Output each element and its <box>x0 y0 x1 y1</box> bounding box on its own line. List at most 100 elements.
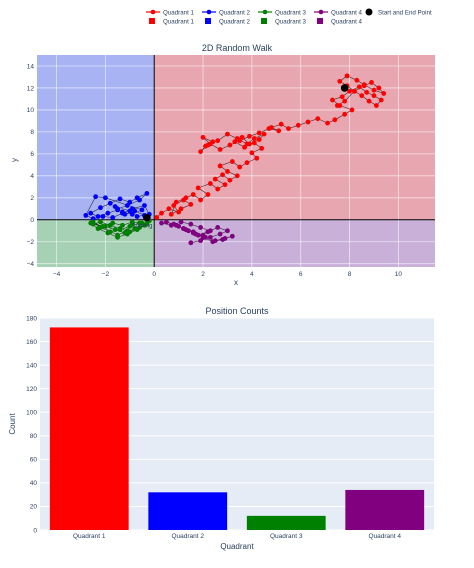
walk-point <box>171 203 177 208</box>
walk-point <box>112 227 118 233</box>
walk-point <box>217 231 223 237</box>
walk-point <box>95 214 101 219</box>
walk-point <box>127 208 133 214</box>
legend-swatch <box>261 18 267 24</box>
walk-point <box>124 203 130 208</box>
walk-point <box>373 103 379 108</box>
legend-item[interactable]: Quadrant 1 <box>146 10 195 17</box>
legend-label: Quadrant 4 <box>331 19 363 26</box>
legend-item[interactable]: Quadrant 3 <box>261 18 307 26</box>
x-tick-label: 0 <box>152 271 156 278</box>
walk-point <box>222 182 228 188</box>
bar <box>49 327 129 530</box>
walk-point <box>234 173 240 179</box>
walk-point <box>124 228 130 234</box>
bar <box>148 492 228 530</box>
walk-point <box>352 88 357 94</box>
walk-point <box>369 80 374 85</box>
walk-point <box>173 199 179 205</box>
legend-item[interactable]: Quadrant 1 <box>149 18 195 26</box>
legend-item[interactable]: Start and End Point <box>365 8 432 17</box>
walk-point <box>198 197 203 203</box>
chart-title: Position Counts <box>205 306 269 316</box>
walk-point <box>315 116 321 122</box>
walk-point <box>366 98 372 104</box>
walk-point <box>232 139 238 145</box>
walk-point <box>142 222 147 228</box>
walk-point <box>361 82 367 88</box>
walk-point <box>286 126 291 131</box>
walk-point <box>354 77 360 83</box>
walk-point <box>190 230 196 236</box>
walk-point <box>102 223 108 229</box>
x-tick-label: 8 <box>348 271 352 278</box>
walk-point <box>332 117 338 123</box>
legend-swatch <box>205 18 211 24</box>
legend-label: Quadrant 3 <box>275 10 307 17</box>
walk-point <box>98 205 103 211</box>
walk-point <box>259 145 265 151</box>
y-tick-label: 4 <box>30 173 34 180</box>
walk-point <box>102 195 108 201</box>
y-tick-label: 12 <box>27 85 35 92</box>
walk-point <box>198 149 203 155</box>
walk-point <box>117 227 123 233</box>
walk-point <box>217 147 223 152</box>
y-tick-label: 100 <box>26 410 37 417</box>
legend-item[interactable]: Quadrant 4 <box>317 18 363 26</box>
bar <box>246 515 326 530</box>
walk-point <box>183 195 189 201</box>
walk-point <box>337 78 343 84</box>
x-tick-label: −4 <box>53 271 61 278</box>
walk-point <box>188 221 194 227</box>
legend-item[interactable]: Quadrant 2 <box>202 10 251 17</box>
walk-point <box>356 84 362 90</box>
walk-point <box>176 223 182 229</box>
walk-point <box>325 120 330 126</box>
legend-item[interactable]: Quadrant 2 <box>205 18 251 26</box>
walk-point <box>154 215 160 220</box>
legend-item[interactable]: Quadrant 4 <box>314 10 363 17</box>
walk-point <box>251 136 257 141</box>
legend-item[interactable]: Quadrant 3 <box>258 10 307 17</box>
walk-point <box>342 98 348 104</box>
walk-point <box>229 233 235 239</box>
walk-point <box>205 192 211 197</box>
legend-label: Quadrant 2 <box>219 19 251 26</box>
walk-point <box>171 221 177 227</box>
y-tick-label: −4 <box>27 261 35 268</box>
walk-point <box>144 191 150 196</box>
walk-point <box>239 134 245 140</box>
walk-point <box>168 211 174 217</box>
walk-point <box>90 216 96 222</box>
walk-point <box>247 133 252 139</box>
x-tick-label: 10 <box>395 271 403 278</box>
walk-point <box>205 229 211 235</box>
walk-point <box>278 121 284 127</box>
legend-label: Quadrant 1 <box>163 19 195 26</box>
y-tick-label: 180 <box>26 315 37 322</box>
walk-point <box>164 219 169 225</box>
walk-point <box>159 220 164 226</box>
walk-point <box>176 209 182 215</box>
walk-point <box>132 226 138 231</box>
walk-point <box>295 122 301 128</box>
y-tick-label: 140 <box>26 362 37 369</box>
legend[interactable]: Quadrant 1 Quadrant 2 Quadrant 3 Quadrant 4… <box>146 8 432 26</box>
legend-label: Start and End Point <box>378 10 432 17</box>
walk-point <box>261 131 267 137</box>
walk-point <box>188 240 194 246</box>
y-tick-label: −2 <box>27 239 35 246</box>
walk-point <box>330 97 335 103</box>
walk-point <box>107 200 113 206</box>
walk-point <box>200 234 206 240</box>
walk-point <box>378 97 384 103</box>
walk-point <box>237 164 243 170</box>
walk-point <box>188 201 194 207</box>
walk-point <box>200 134 206 140</box>
legend-marker <box>262 9 268 15</box>
walk-point <box>207 181 213 186</box>
legend-label: Quadrant 4 <box>331 10 363 17</box>
walk-point <box>83 212 89 218</box>
walk-point <box>225 169 230 174</box>
